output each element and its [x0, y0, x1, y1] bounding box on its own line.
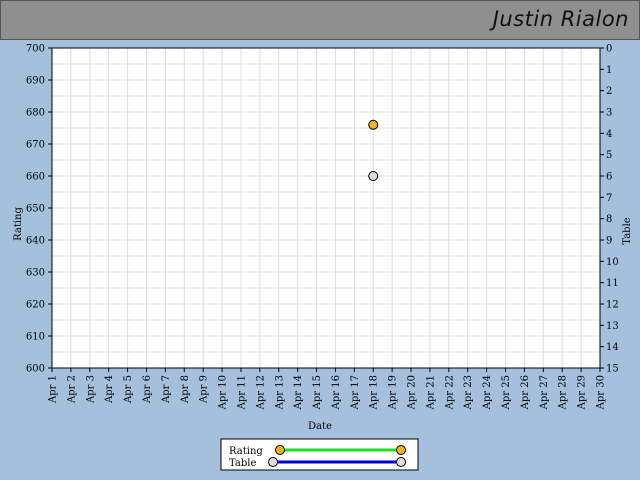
y2-tick-label: 8	[606, 214, 612, 225]
legend-box	[220, 438, 419, 471]
grid-lines	[51, 47, 601, 369]
x-tick-label: Apr 1	[48, 375, 59, 404]
x-tick-label: Apr 14	[293, 375, 304, 410]
x-tick-label: Apr 10	[218, 375, 229, 410]
x-tick-label: Apr 27	[539, 375, 550, 410]
legend-marker-table-start	[268, 457, 278, 467]
y2-tick-label: 7	[606, 193, 612, 204]
x-tick-label: Apr 20	[407, 375, 418, 410]
legend-marker-rating-start	[275, 445, 285, 455]
y-tick-label: 630	[26, 268, 45, 279]
y-tick-label: 680	[26, 108, 45, 119]
y2-tick-label: 13	[606, 321, 619, 332]
x-tick-label: Apr 28	[558, 375, 569, 410]
x-tick-label: Apr 26	[520, 375, 531, 410]
y2-tick-label: 0	[606, 44, 612, 55]
y2-axis-label: Table	[622, 217, 633, 244]
x-tick-label: Apr 22	[444, 375, 455, 410]
data-point-rating	[368, 119, 379, 130]
y-tick-label: 650	[26, 204, 45, 215]
y2-tick-label: 6	[606, 172, 612, 183]
x-tick-label: Apr 23	[463, 375, 474, 410]
legend: Rating Table	[220, 438, 419, 471]
legend-label-rating: Rating	[229, 446, 263, 457]
y2-tick-label: 11	[606, 278, 619, 289]
x-tick-label: Apr 3	[85, 375, 96, 404]
y-tick-label: 690	[26, 76, 45, 87]
y2-tick-label: 2	[606, 86, 612, 97]
x-tick-label: Apr 13	[274, 375, 285, 410]
y2-tick-label: 15	[606, 364, 619, 375]
y2-tick-label: 14	[606, 342, 619, 353]
x-tick-label: Apr 6	[142, 375, 153, 404]
x-tick-label: Apr 15	[312, 375, 323, 410]
x-tick-label: Apr 29	[577, 375, 588, 410]
data-points	[368, 119, 379, 181]
y-tick-label: 600	[26, 364, 45, 375]
y2-tick-label: 1	[606, 65, 612, 76]
y2-tick-label: 12	[606, 300, 619, 311]
y-axis-ticks: 600 610 620 630 640 650 660 670 680 690 700	[26, 44, 52, 375]
y2-tick-label: 3	[606, 108, 612, 119]
legend-label-table: Table	[229, 458, 256, 469]
x-tick-label: Apr 5	[123, 375, 134, 404]
x-tick-label: Apr 24	[482, 375, 493, 410]
data-point-table	[368, 171, 379, 181]
x-tick-label: Apr 7	[161, 375, 172, 404]
x-tick-label: Apr 4	[104, 375, 115, 404]
y2-tick-label: 4	[606, 129, 612, 140]
y-tick-label: 660	[26, 172, 45, 183]
x-tick-label: Apr 30	[596, 375, 607, 410]
y-tick-label: 620	[26, 300, 45, 311]
legend-marker-rating-end	[396, 445, 406, 455]
y2-tick-label: 10	[606, 257, 619, 268]
x-tick-label: Apr 21	[425, 375, 436, 410]
y-tick-label: 670	[26, 140, 45, 151]
x-tick-label: Apr 9	[199, 375, 210, 404]
x-tick-label: Apr 17	[350, 375, 361, 410]
x-tick-label: Apr 11	[236, 375, 247, 410]
y-axis-label: Rating	[13, 207, 24, 241]
y2-tick-label: 9	[606, 236, 612, 247]
x-tick-label: Apr 2	[66, 375, 77, 404]
x-tick-label: Apr 12	[255, 375, 266, 410]
x-axis-label: Date	[308, 421, 332, 432]
legend-marker-table-end	[396, 457, 406, 467]
x-tick-label: Apr 8	[180, 375, 191, 404]
x-tick-label: Apr 18	[369, 375, 380, 410]
y2-tick-label: 5	[606, 150, 612, 161]
x-tick-label: Apr 25	[501, 375, 512, 410]
y-tick-label: 700	[26, 44, 45, 55]
y-tick-label: 640	[26, 236, 45, 247]
y-tick-label: 610	[26, 332, 45, 343]
x-axis-ticks: Apr 1 Apr 2 Apr 3 Apr 4 Apr 5 Apr 6 Apr 7 Apr 8…	[48, 368, 607, 410]
x-tick-label: Apr 19	[388, 375, 399, 410]
header-bar: Justin Rialon	[0, 0, 640, 40]
player-name: Justin Rialon	[492, 7, 629, 31]
x-tick-label: Apr 16	[331, 375, 342, 410]
